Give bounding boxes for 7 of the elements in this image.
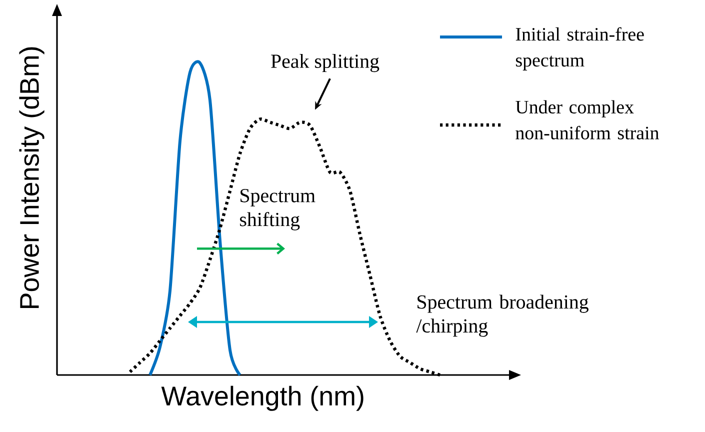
- annotation: Peak splitting: [271, 54, 380, 72]
- legend-label: Initial strain-free spectrum: [516, 27, 644, 70]
- legend-label: Under complex non-uniform strain: [516, 100, 659, 140]
- x-axis-title: Wavelength (nm): [161, 386, 364, 411]
- annotation: Spectrum shifting: [240, 188, 316, 230]
- y-axis-title: Power Intensity (dBm): [19, 47, 44, 308]
- annotation: Spectrum broadening /chirping: [416, 294, 588, 337]
